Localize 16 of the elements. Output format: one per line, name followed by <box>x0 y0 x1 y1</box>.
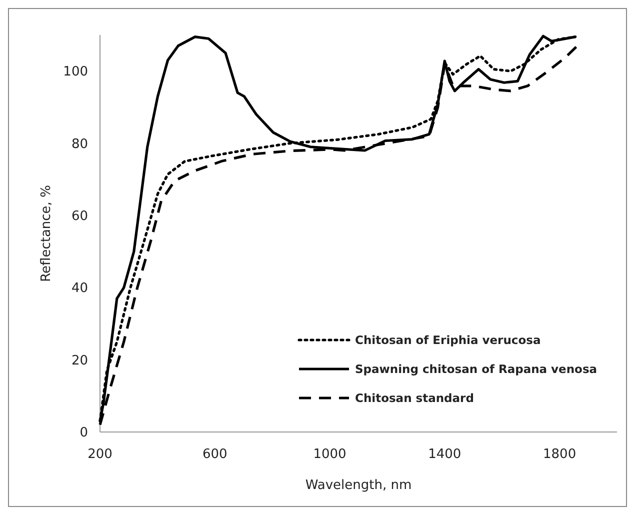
y-tick-label: 60 <box>71 209 88 224</box>
x-tick-label: 200 <box>88 447 112 462</box>
x-tick-label: 600 <box>202 447 228 462</box>
x-axis-title: Wavelength, nm <box>305 478 412 493</box>
x-tick-label: 1000 <box>313 447 346 462</box>
y-tick-label: 80 <box>71 136 88 152</box>
y-tick-label: 100 <box>63 64 88 80</box>
y-axis-title: Reflectance, % <box>39 185 54 282</box>
legend-label: Chitosan standard <box>355 391 474 406</box>
x-tick-label: 1800 <box>543 447 576 462</box>
y-tick-label: 40 <box>71 281 88 296</box>
legend-label: Chitosan of Eriphia verucosa <box>355 333 541 348</box>
x-tick-label: 1400 <box>428 447 462 462</box>
legend-label: Spawning chitosan of Rapana venosa <box>355 362 598 376</box>
y-tick-label: 0 <box>80 426 88 441</box>
y-tick-label: 20 <box>71 353 88 368</box>
